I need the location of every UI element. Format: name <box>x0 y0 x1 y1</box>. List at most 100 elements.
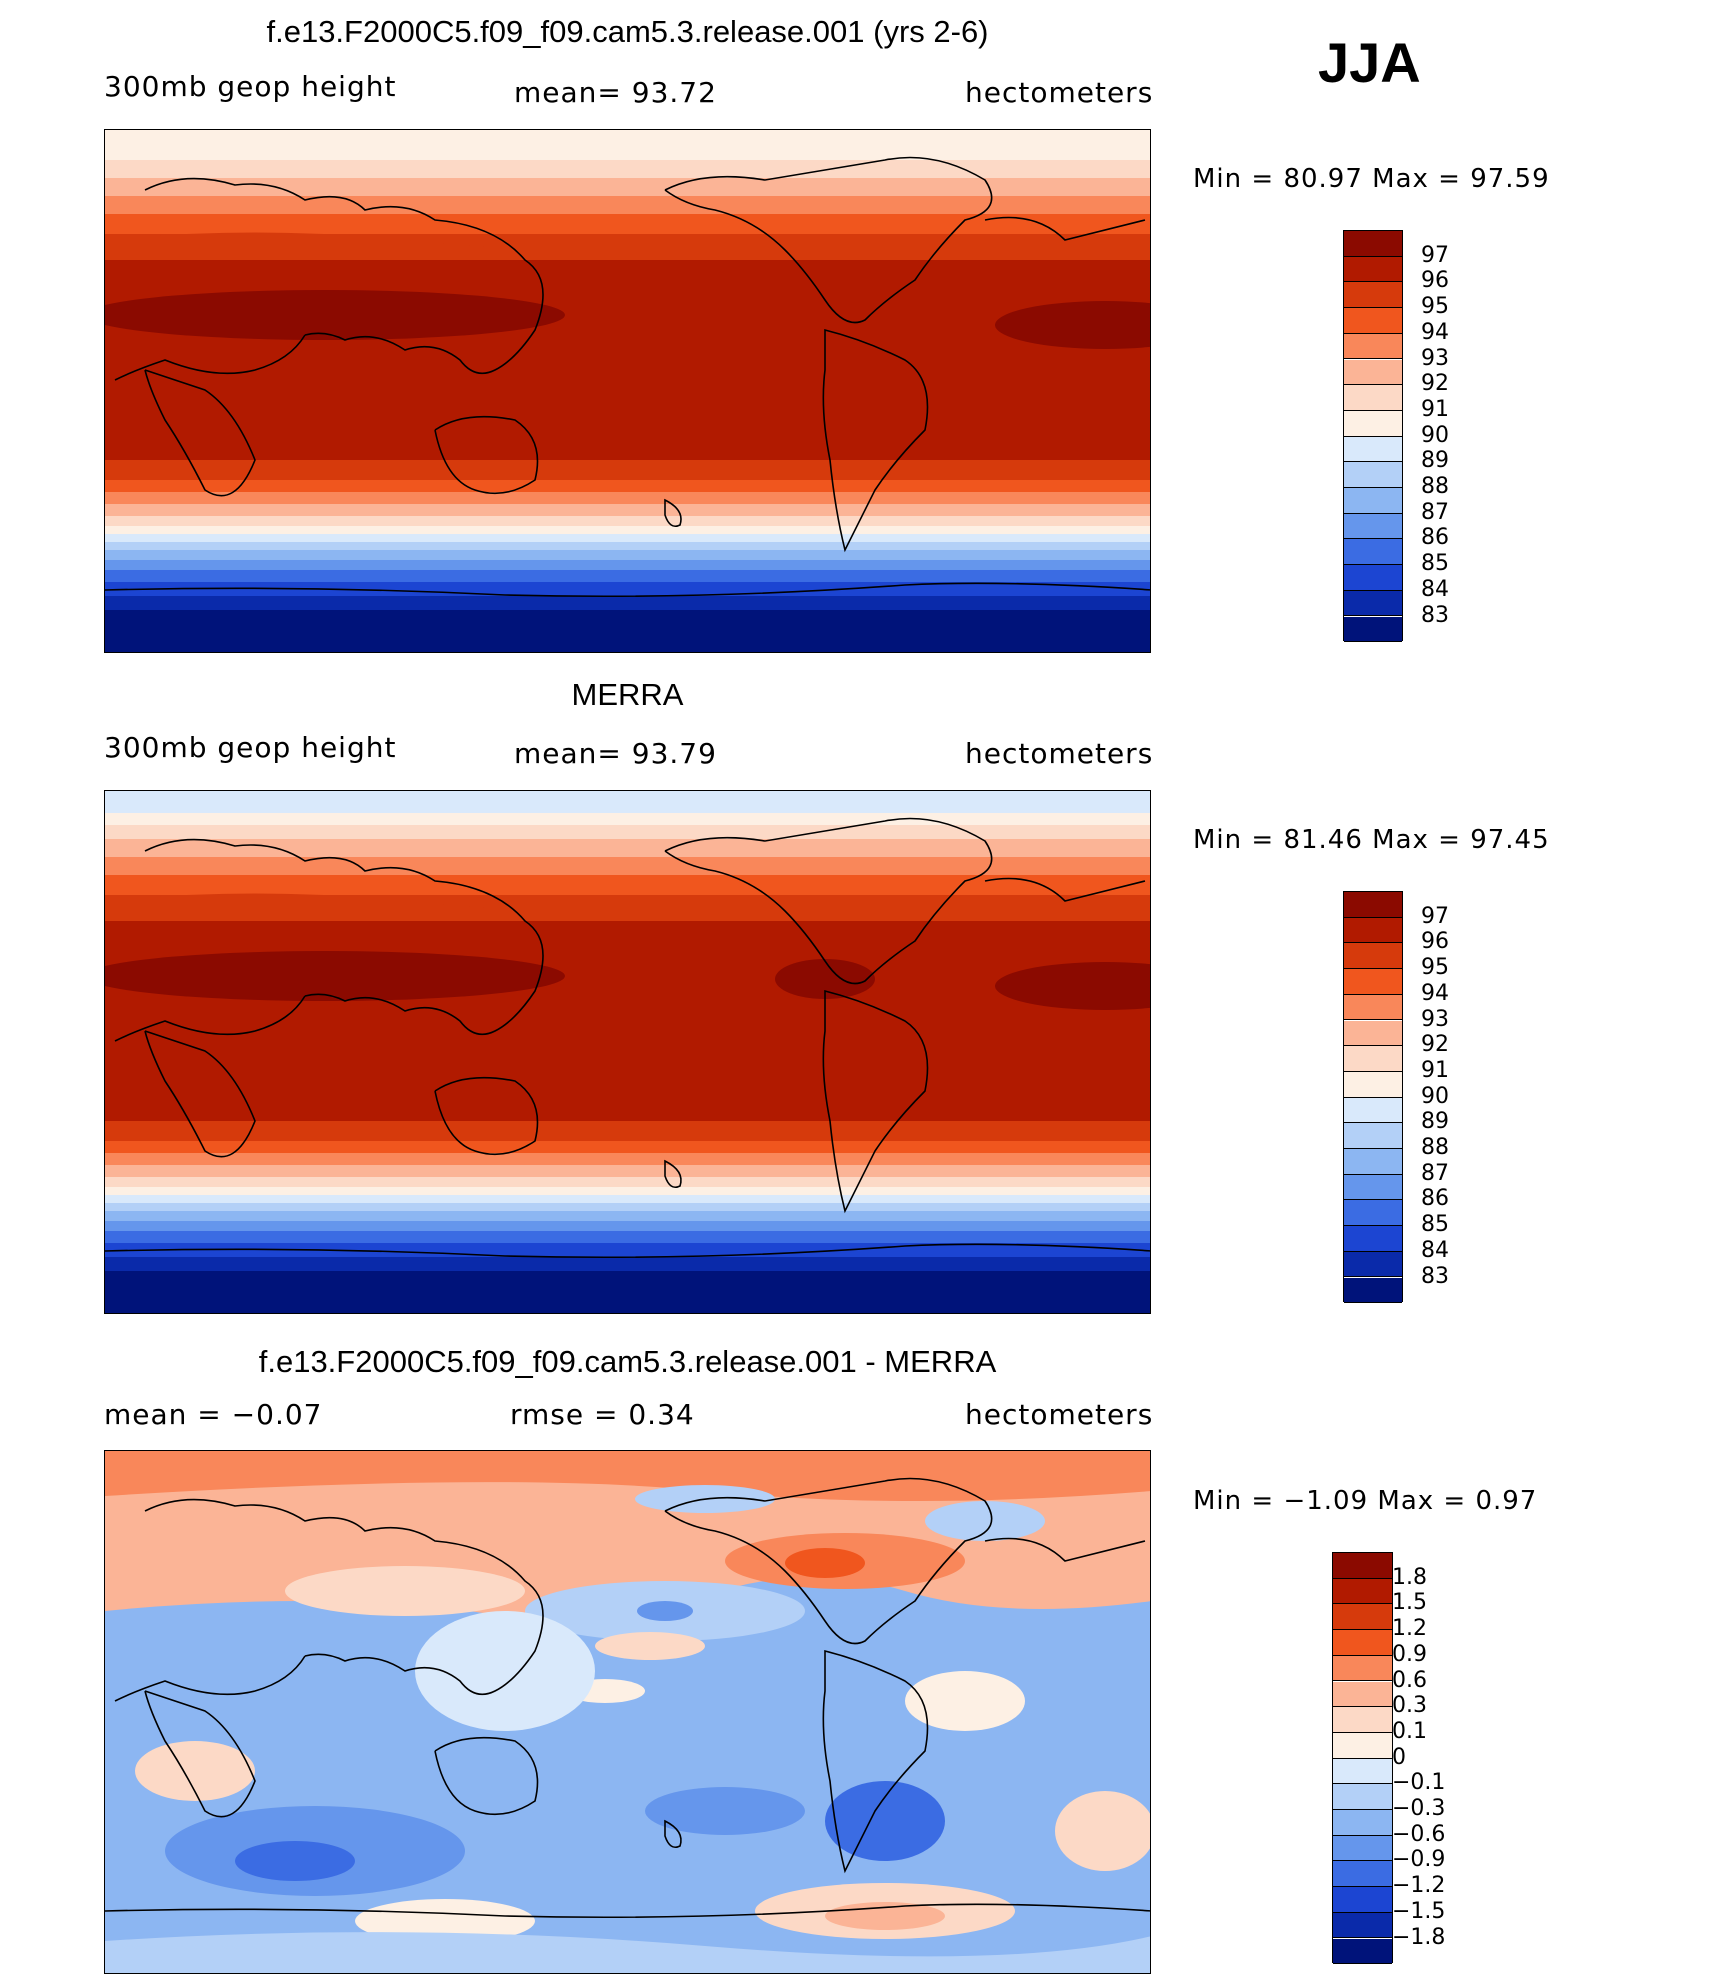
map-diff <box>104 1450 1151 1974</box>
colorbar-segment <box>1344 256 1402 283</box>
colorbar-segment <box>1344 1020 1402 1047</box>
colorbar-tick-label: 88 <box>1421 474 1449 499</box>
colorbar-segment <box>1344 231 1402 257</box>
colorbar-tick-label: 0.6 <box>1392 1667 1427 1693</box>
colorbar-tick-label: 97 <box>1421 242 1449 268</box>
season-label: JJA <box>1318 31 1421 94</box>
colorbar-tick-label: −0.1 <box>1392 1770 1446 1796</box>
colorbar-segment <box>1344 308 1402 334</box>
colorbar-segment <box>1333 1578 1392 1605</box>
colorbar-segment <box>1344 1046 1402 1072</box>
colorbar-segment <box>1344 1071 1402 1098</box>
colorbar-tick-label: −0.6 <box>1392 1821 1446 1847</box>
colorbar-segment <box>1344 565 1402 591</box>
colorbar-box <box>1332 1552 1393 1965</box>
colorbar-segment <box>1344 333 1402 360</box>
colorbar-segment <box>1344 488 1402 514</box>
colorbar-tick-label: 85 <box>1421 1212 1449 1238</box>
colorbar-tick-label: −1.5 <box>1392 1898 1446 1924</box>
colorbar-segment <box>1344 410 1402 437</box>
colorbar-tick-label: 0.1 <box>1392 1718 1427 1744</box>
colorbar-tick-label: −1.8 <box>1392 1924 1446 1950</box>
colorbar-tick-label: 84 <box>1421 576 1449 602</box>
colorbar-tick-label: 0.3 <box>1392 1693 1427 1719</box>
colorbar-tick-label: 95 <box>1421 294 1449 320</box>
colorbar-tick-label: 87 <box>1421 499 1449 525</box>
colorbar-segment <box>1344 590 1402 617</box>
colorbar-tick-label: 85 <box>1421 551 1449 577</box>
colorbar-segment <box>1333 1887 1392 1913</box>
colorbar-tick-label: 89 <box>1421 448 1449 474</box>
colorbar-segment <box>1344 917 1402 944</box>
colorbar-segment <box>1344 1226 1402 1252</box>
colorbar-tick-label: 90 <box>1421 422 1449 448</box>
colorbar-segment <box>1333 1681 1392 1708</box>
panel-mean-obs: mean= 93.79 <box>514 737 717 770</box>
panel-variable-label-obs: 300mb geop height <box>104 731 397 764</box>
colorbar-tick-label: 94 <box>1421 980 1449 1006</box>
colorbar-segment <box>1344 1174 1402 1201</box>
colorbar-segment <box>1344 1277 1402 1304</box>
colorbar-box <box>1343 891 1403 1304</box>
colorbar-segment <box>1333 1655 1392 1682</box>
colorbar-segment <box>1344 385 1402 411</box>
colorbar-segment <box>1333 1707 1392 1733</box>
colorbar-tick-label: 90 <box>1421 1083 1449 1109</box>
panel-rmse-diff: rmse = 0.34 <box>510 1398 695 1431</box>
colorbar-segment <box>1344 892 1402 918</box>
colorbar-segment <box>1333 1553 1392 1579</box>
panel-units-model: hectometers <box>965 76 1154 109</box>
colorbar-tick-label: 88 <box>1421 1135 1449 1160</box>
colorbar-segment <box>1333 1604 1392 1631</box>
colorbar-tick-label: 0 <box>1392 1744 1406 1770</box>
map-obs-svg <box>105 791 1150 1313</box>
colorbar-segment <box>1344 282 1402 309</box>
colorbar-tick-label: −0.3 <box>1392 1796 1446 1821</box>
panel-units-obs: hectometers <box>965 737 1154 770</box>
colorbar-tick-label: 87 <box>1421 1160 1449 1186</box>
colorbar-tick-label: 91 <box>1421 396 1449 422</box>
colorbar-segment <box>1333 1912 1392 1939</box>
panel-mean-diff: mean = −0.07 <box>104 1398 323 1431</box>
colorbar-tick-label: 89 <box>1421 1109 1449 1135</box>
minmax-diff: Min = −1.09 Max = 0.97 <box>1193 1486 1538 1516</box>
map-model-svg <box>105 130 1150 652</box>
colorbar-segment <box>1333 1861 1392 1888</box>
colorbar-segment <box>1344 539 1402 566</box>
colorbar-tick-label: 92 <box>1421 371 1449 397</box>
panel-variable-label-model: 300mb geop height <box>104 70 397 103</box>
colorbar-tick-label: 84 <box>1421 1237 1449 1263</box>
minmax-obs: Min = 81.46 Max = 97.45 <box>1193 825 1550 855</box>
colorbar-segment <box>1333 1938 1392 1965</box>
colorbar-tick-label: 83 <box>1421 602 1449 628</box>
panel-units-diff: hectometers <box>965 1398 1154 1431</box>
colorbar-segment <box>1333 1630 1392 1656</box>
colorbar-segment <box>1344 1097 1402 1124</box>
panel-title-diff: f.e13.F2000C5.f09_f09.cam5.3.release.001… <box>258 1344 997 1379</box>
colorbar-segment <box>1344 359 1402 386</box>
colorbar-tick-label: 96 <box>1421 929 1449 955</box>
colorbar-segment <box>1344 1123 1402 1149</box>
colorbar-segment <box>1344 1251 1402 1278</box>
colorbar-tick-label: −0.9 <box>1392 1847 1446 1873</box>
colorbar-segment <box>1344 513 1402 540</box>
colorbar-tick-label: 1.5 <box>1392 1590 1427 1616</box>
map-model <box>104 129 1151 653</box>
colorbar-segment <box>1333 1732 1392 1759</box>
colorbar-tick-label: 92 <box>1421 1032 1449 1058</box>
colorbar-segment <box>1344 969 1402 995</box>
colorbar-segment <box>1344 994 1402 1021</box>
colorbar-segment <box>1344 1200 1402 1227</box>
colorbar-tick-label: 86 <box>1421 1186 1449 1212</box>
colorbar-tick-label: 97 <box>1421 903 1449 929</box>
colorbar-tick-label: 86 <box>1421 525 1449 551</box>
colorbar-tick-label: 1.2 <box>1392 1616 1427 1642</box>
colorbar-tick-label: 83 <box>1421 1263 1449 1289</box>
map-diff-svg <box>105 1451 1150 1973</box>
colorbar-segment <box>1333 1810 1392 1836</box>
colorbar-segment <box>1333 1784 1392 1810</box>
map-obs <box>104 790 1151 1314</box>
colorbar-segment <box>1344 462 1402 488</box>
colorbar-box <box>1343 230 1403 643</box>
colorbar-segment <box>1344 943 1402 970</box>
